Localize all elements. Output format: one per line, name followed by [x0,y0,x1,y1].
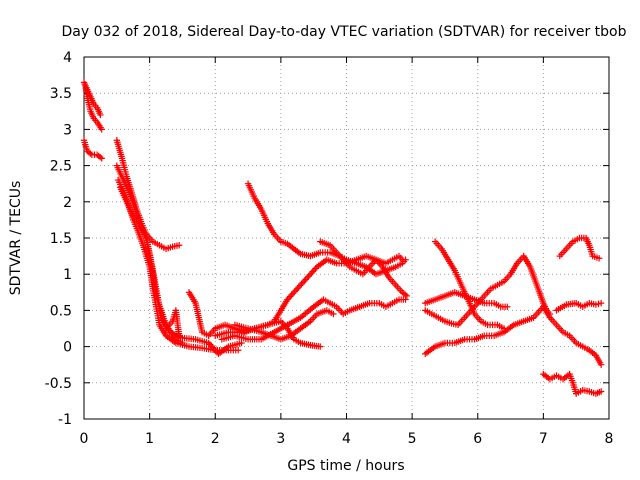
data-point [235,347,242,354]
series-s22 [553,299,605,314]
series-s16 [422,252,554,329]
series-s3 [80,137,105,162]
series-s8 [162,307,183,339]
y-tick-label: 1 [63,267,72,283]
data-point [98,155,105,162]
y-tick-label: 0.5 [50,303,72,319]
data-point [87,150,94,157]
series-s19 [540,370,605,397]
series-s9 [185,289,324,350]
data-point [595,255,603,262]
y-tick-label: 3.5 [50,86,72,102]
y-tick-label: -1 [58,412,72,428]
y-tick-label: 3 [63,122,72,138]
x-tick-labels: 0 1 2 3 4 5 6 7 8 [80,431,614,447]
data-point [402,296,409,303]
x-tick-label: 0 [80,431,89,447]
y-axis-label: SDTVAR / TECUs [8,181,24,296]
chart-title: Day 032 of 2018, Sidereal Day-to-day VTE… [61,24,626,40]
series-s20 [540,303,605,368]
series-s21 [556,234,603,262]
y-tick-labels: -1 -0.5 0 0.5 1 1.5 2 2.5 3 3.5 4 [45,50,72,428]
data-point [317,343,324,350]
series-s14 [231,307,337,343]
x-axis-label: GPS time / hours [287,458,404,474]
x-tick-label: 4 [342,431,351,447]
series-s17 [431,238,508,332]
series-s13 [218,296,409,343]
data-point [238,339,245,347]
gridlines [84,57,609,419]
series-s2 [82,82,105,133]
data-point [504,303,511,310]
data-point [175,332,183,339]
x-tick-label: 3 [276,431,285,447]
data-point [96,153,104,161]
data-point [179,339,186,347]
data-point [597,299,605,307]
x-tick-label: 2 [211,431,220,447]
data-point [330,310,337,318]
series-s7 [116,184,186,347]
data-point [97,111,104,119]
y-tick-label: 0 [63,340,72,356]
series-s12 [317,238,411,300]
x-tick-label: 6 [473,431,482,447]
series-s18 [422,303,547,358]
data-point [98,126,105,133]
data-point [597,361,605,368]
axis-ticks [83,56,610,420]
data-point [175,242,183,249]
y-tick-label: 1.5 [50,231,72,247]
x-tick-label: 7 [539,431,548,447]
data-point [597,388,605,395]
y-tick-label: 2 [63,195,72,211]
x-tick-label: 1 [145,431,154,447]
x-tick-label: 8 [605,431,614,447]
y-tick-label: 4 [63,50,72,66]
y-tick-label: 2.5 [50,159,72,175]
data-points [80,79,605,397]
data-point [403,292,411,300]
data-point [399,256,406,263]
x-tick-label: 5 [408,431,417,447]
y-tick-label: -0.5 [45,376,72,392]
